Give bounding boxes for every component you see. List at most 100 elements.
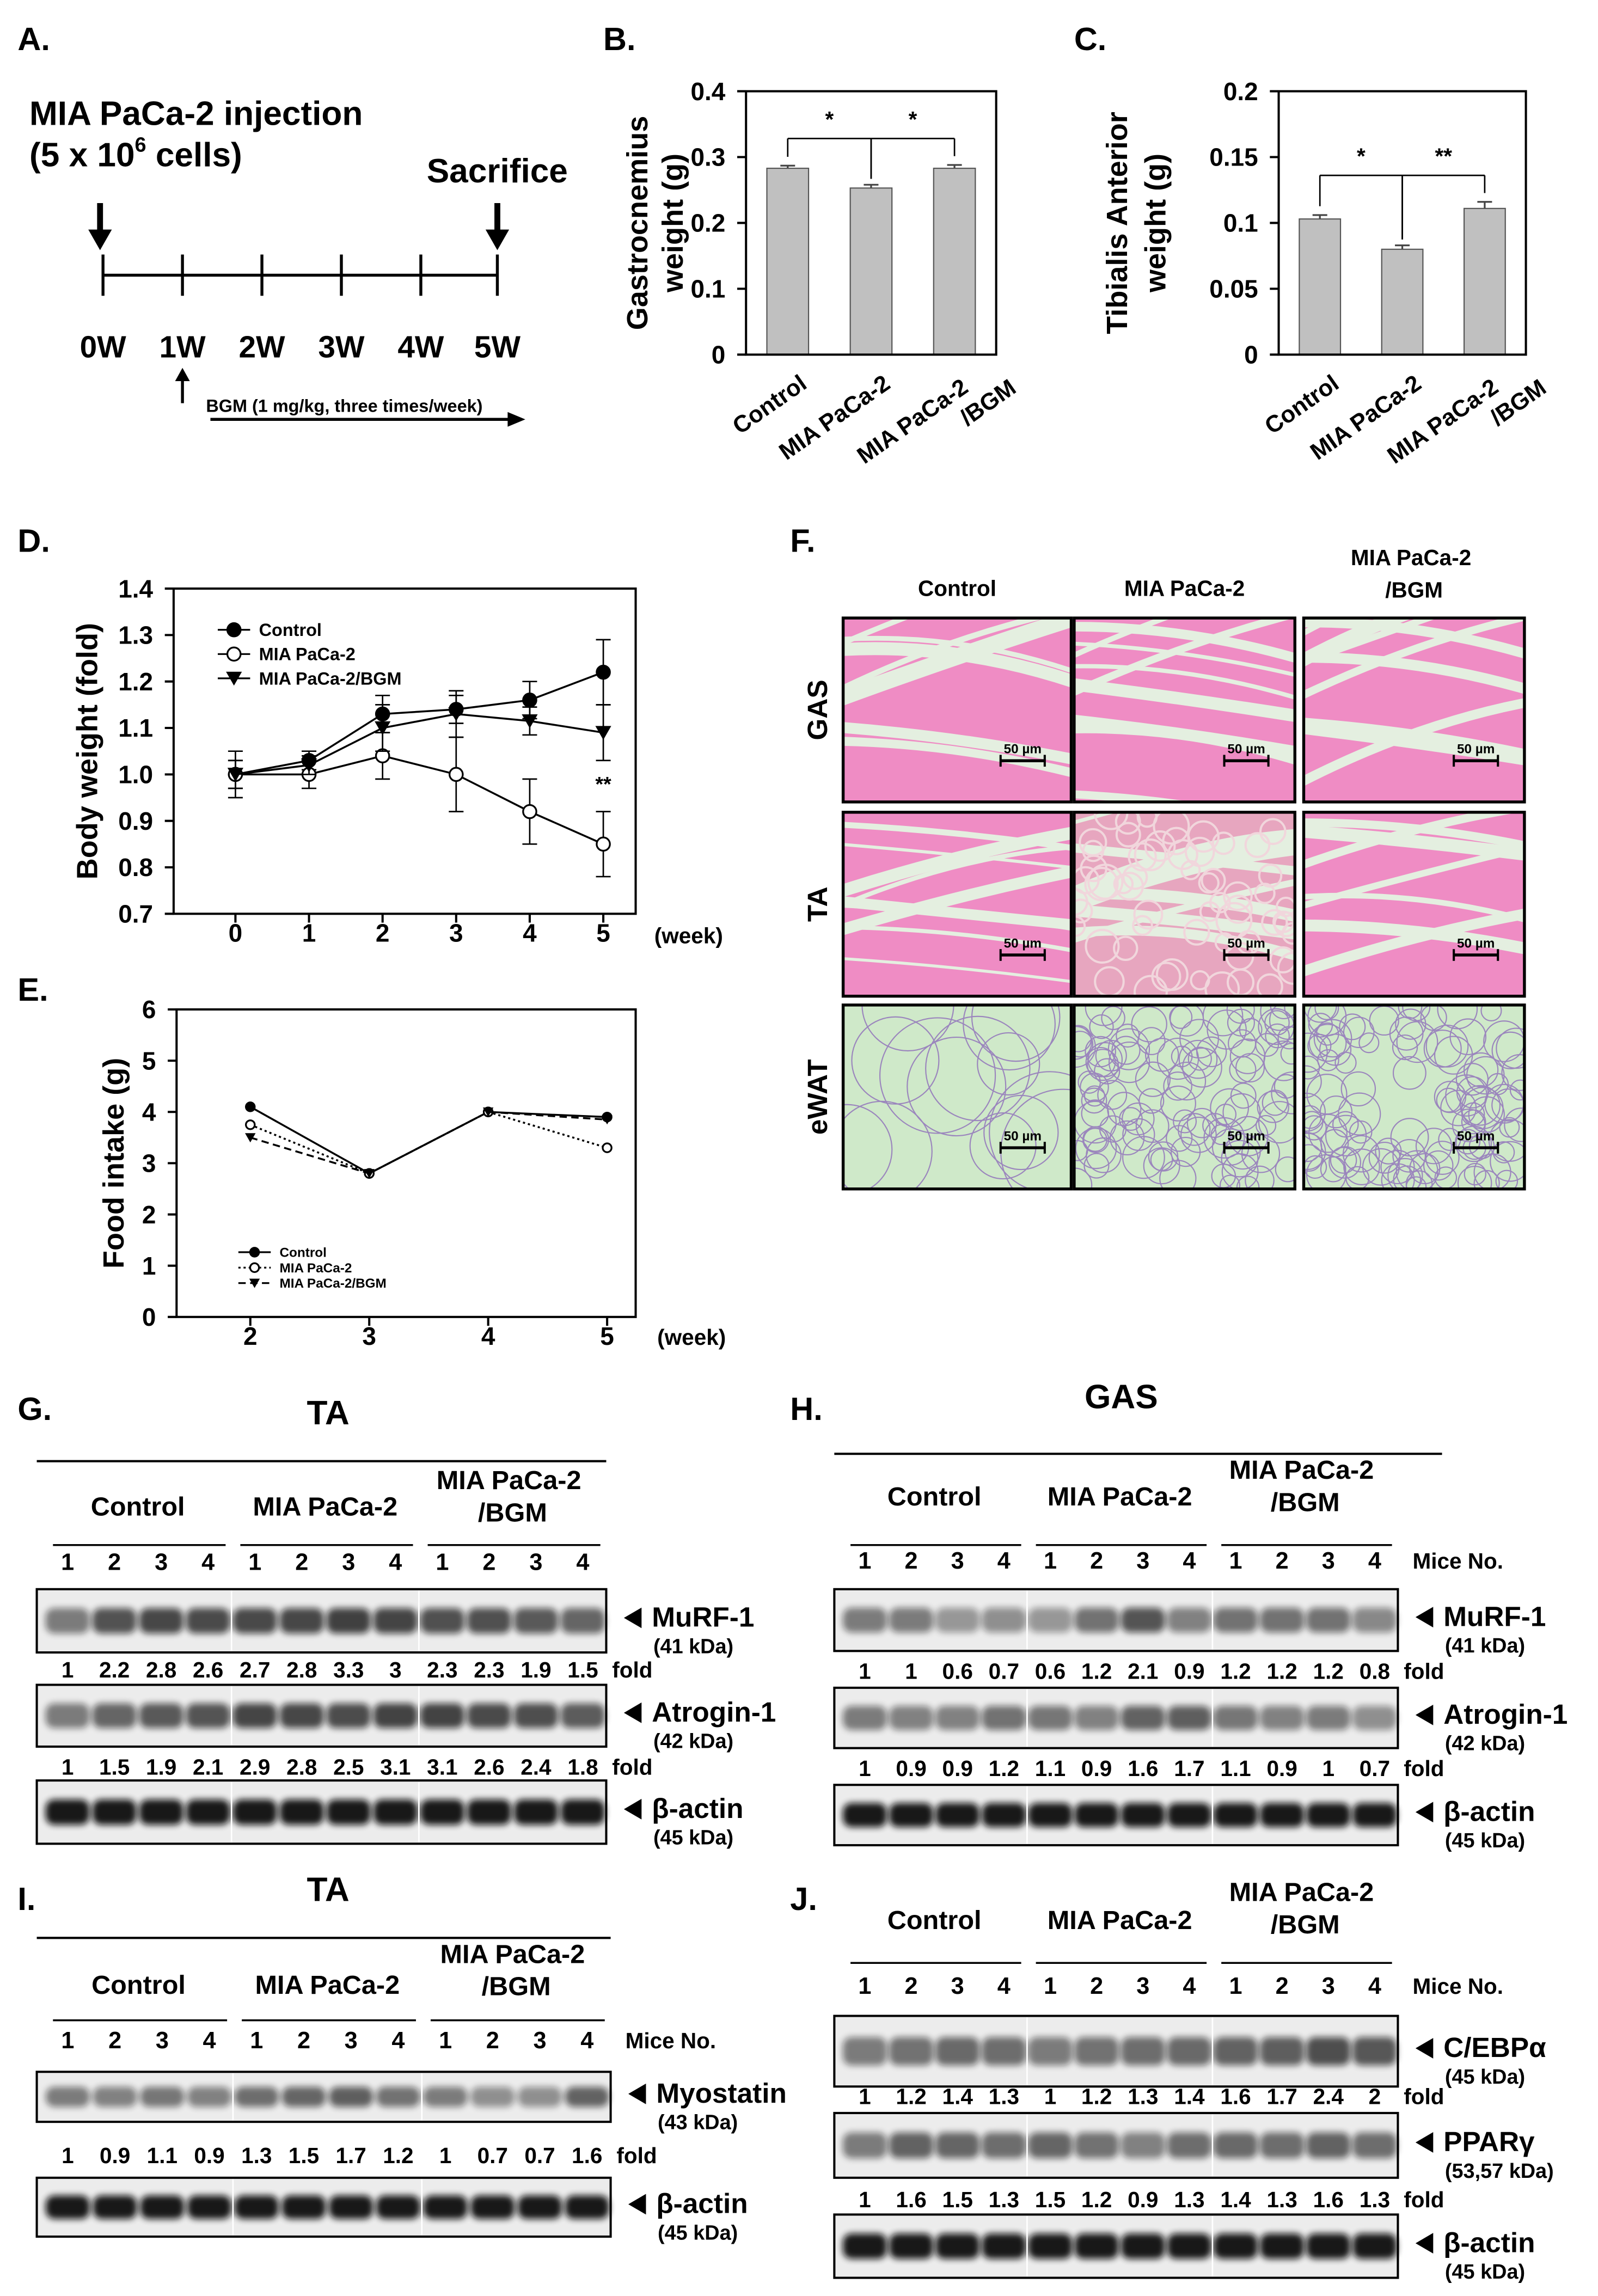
lane-number: 2	[482, 1550, 495, 1576]
adipocyte	[1210, 1088, 1250, 1128]
lane-number: 1	[248, 1550, 261, 1576]
marker	[522, 804, 537, 819]
band	[517, 2086, 562, 2107]
band	[1028, 1607, 1073, 1633]
adipocyte	[1111, 1036, 1141, 1065]
adipocyte	[1468, 1096, 1505, 1133]
x-tick-label: 0	[229, 919, 243, 947]
week-label: 2W	[238, 330, 285, 365]
fold-value: 2.8	[286, 1754, 317, 1779]
label-pointer	[628, 2194, 646, 2215]
band	[1306, 1803, 1351, 1827]
lane-number: 2	[108, 2028, 121, 2054]
band	[1260, 1706, 1305, 1730]
fold-value: 1.7	[1174, 1756, 1204, 1781]
adipocyte	[1202, 1005, 1244, 1037]
tissue-cell	[1153, 812, 1190, 845]
band	[935, 1607, 980, 1633]
mice-label: Mice No.	[1412, 1974, 1503, 1999]
band	[1121, 1803, 1165, 1827]
timeline-text: Sacrifice	[427, 152, 568, 190]
band	[373, 1608, 418, 1634]
fold-value: 1.4	[1174, 2084, 1205, 2109]
adipocyte	[1455, 1129, 1481, 1155]
adipocyte	[1409, 1153, 1441, 1185]
fold-value: 1.1	[147, 2143, 177, 2168]
protein-size: (43 kDa)	[658, 2111, 738, 2134]
week-label: 1W	[160, 330, 206, 365]
band	[1213, 2037, 1258, 2066]
tissue-cell	[1269, 946, 1295, 973]
y-tick-label: 6	[142, 995, 156, 1024]
adipocyte	[1303, 1111, 1324, 1135]
adipocyte	[1325, 1115, 1367, 1156]
label-pointer	[628, 2083, 646, 2104]
band	[93, 2086, 137, 2107]
treatment-text: BGM (1 mg/kg, three times/week)	[206, 396, 482, 416]
panel-label: G.	[17, 1391, 52, 1427]
band	[982, 1706, 1026, 1730]
lane-number: 1	[439, 2028, 452, 2054]
band	[1260, 1607, 1305, 1633]
arrow-head	[88, 229, 112, 250]
lane-number: 2	[1276, 1548, 1289, 1574]
adipocyte	[1303, 1065, 1322, 1098]
panel-label: I.	[17, 1881, 35, 1917]
band	[329, 2086, 374, 2107]
blot-title: TA	[307, 1871, 350, 1909]
micrograph-frame	[841, 616, 1073, 804]
adipocyte	[1075, 1127, 1117, 1170]
tissue-gap	[1303, 618, 1414, 668]
legend-marker	[226, 646, 242, 662]
text-part: cells)	[146, 136, 242, 174]
panel-label: H.	[790, 1391, 822, 1427]
fold-value: 0.7	[1360, 1756, 1390, 1781]
adipocyte	[1131, 1006, 1167, 1043]
fold-value: 0.6	[1035, 1659, 1066, 1684]
adipocyte	[1303, 1092, 1326, 1132]
adipocyte	[1387, 1158, 1423, 1189]
fold-value: 3	[389, 1657, 402, 1682]
text-line: /BGM	[1385, 577, 1443, 602]
y-axis-label: Gastrocnemius	[621, 116, 654, 330]
band	[234, 2195, 279, 2219]
band	[982, 2233, 1026, 2259]
tissue-gap	[1074, 790, 1192, 802]
fold-value: 1.3	[989, 2084, 1019, 2109]
significance-label: *	[1357, 143, 1366, 168]
adipocyte	[1087, 1042, 1123, 1077]
tissue-cell	[1167, 839, 1198, 870]
fold-value: 1.2	[1081, 2187, 1112, 2212]
adipocyte	[1074, 1031, 1094, 1058]
adipocyte	[1257, 1091, 1289, 1123]
adipocyte	[1491, 1031, 1524, 1069]
tissue-gap	[843, 738, 1072, 777]
band	[232, 1703, 277, 1728]
tissue-cell	[1133, 899, 1164, 930]
adipocyte	[1303, 1144, 1323, 1172]
adipocyte	[1392, 1056, 1426, 1090]
lane-number: 3	[1136, 1548, 1149, 1574]
adipocyte	[1143, 1147, 1180, 1185]
lane-number: 1	[858, 1973, 871, 1999]
adipocyte	[1303, 1032, 1328, 1073]
bar	[1299, 218, 1342, 356]
band	[1352, 1706, 1397, 1730]
adipocyte	[1463, 1052, 1499, 1088]
tissue-gap	[843, 621, 1072, 706]
fold-value: 1	[905, 1659, 917, 1684]
legend-label: MIA PaCa-2	[259, 645, 356, 664]
band	[1260, 2132, 1305, 2159]
tissue-gap	[843, 957, 1072, 983]
row-label: GAS	[802, 679, 833, 740]
fold-value: 1.3	[241, 2143, 272, 2168]
lane-number: 1	[250, 2028, 263, 2054]
fold-value: 3.1	[380, 1754, 411, 1779]
band	[1121, 1607, 1165, 1633]
fold-label: fold	[616, 2143, 657, 2168]
band	[1352, 2132, 1397, 2159]
band	[1028, 2132, 1073, 2159]
week-label: 0W	[80, 330, 127, 365]
band	[842, 2233, 887, 2259]
band	[1213, 1803, 1258, 1827]
